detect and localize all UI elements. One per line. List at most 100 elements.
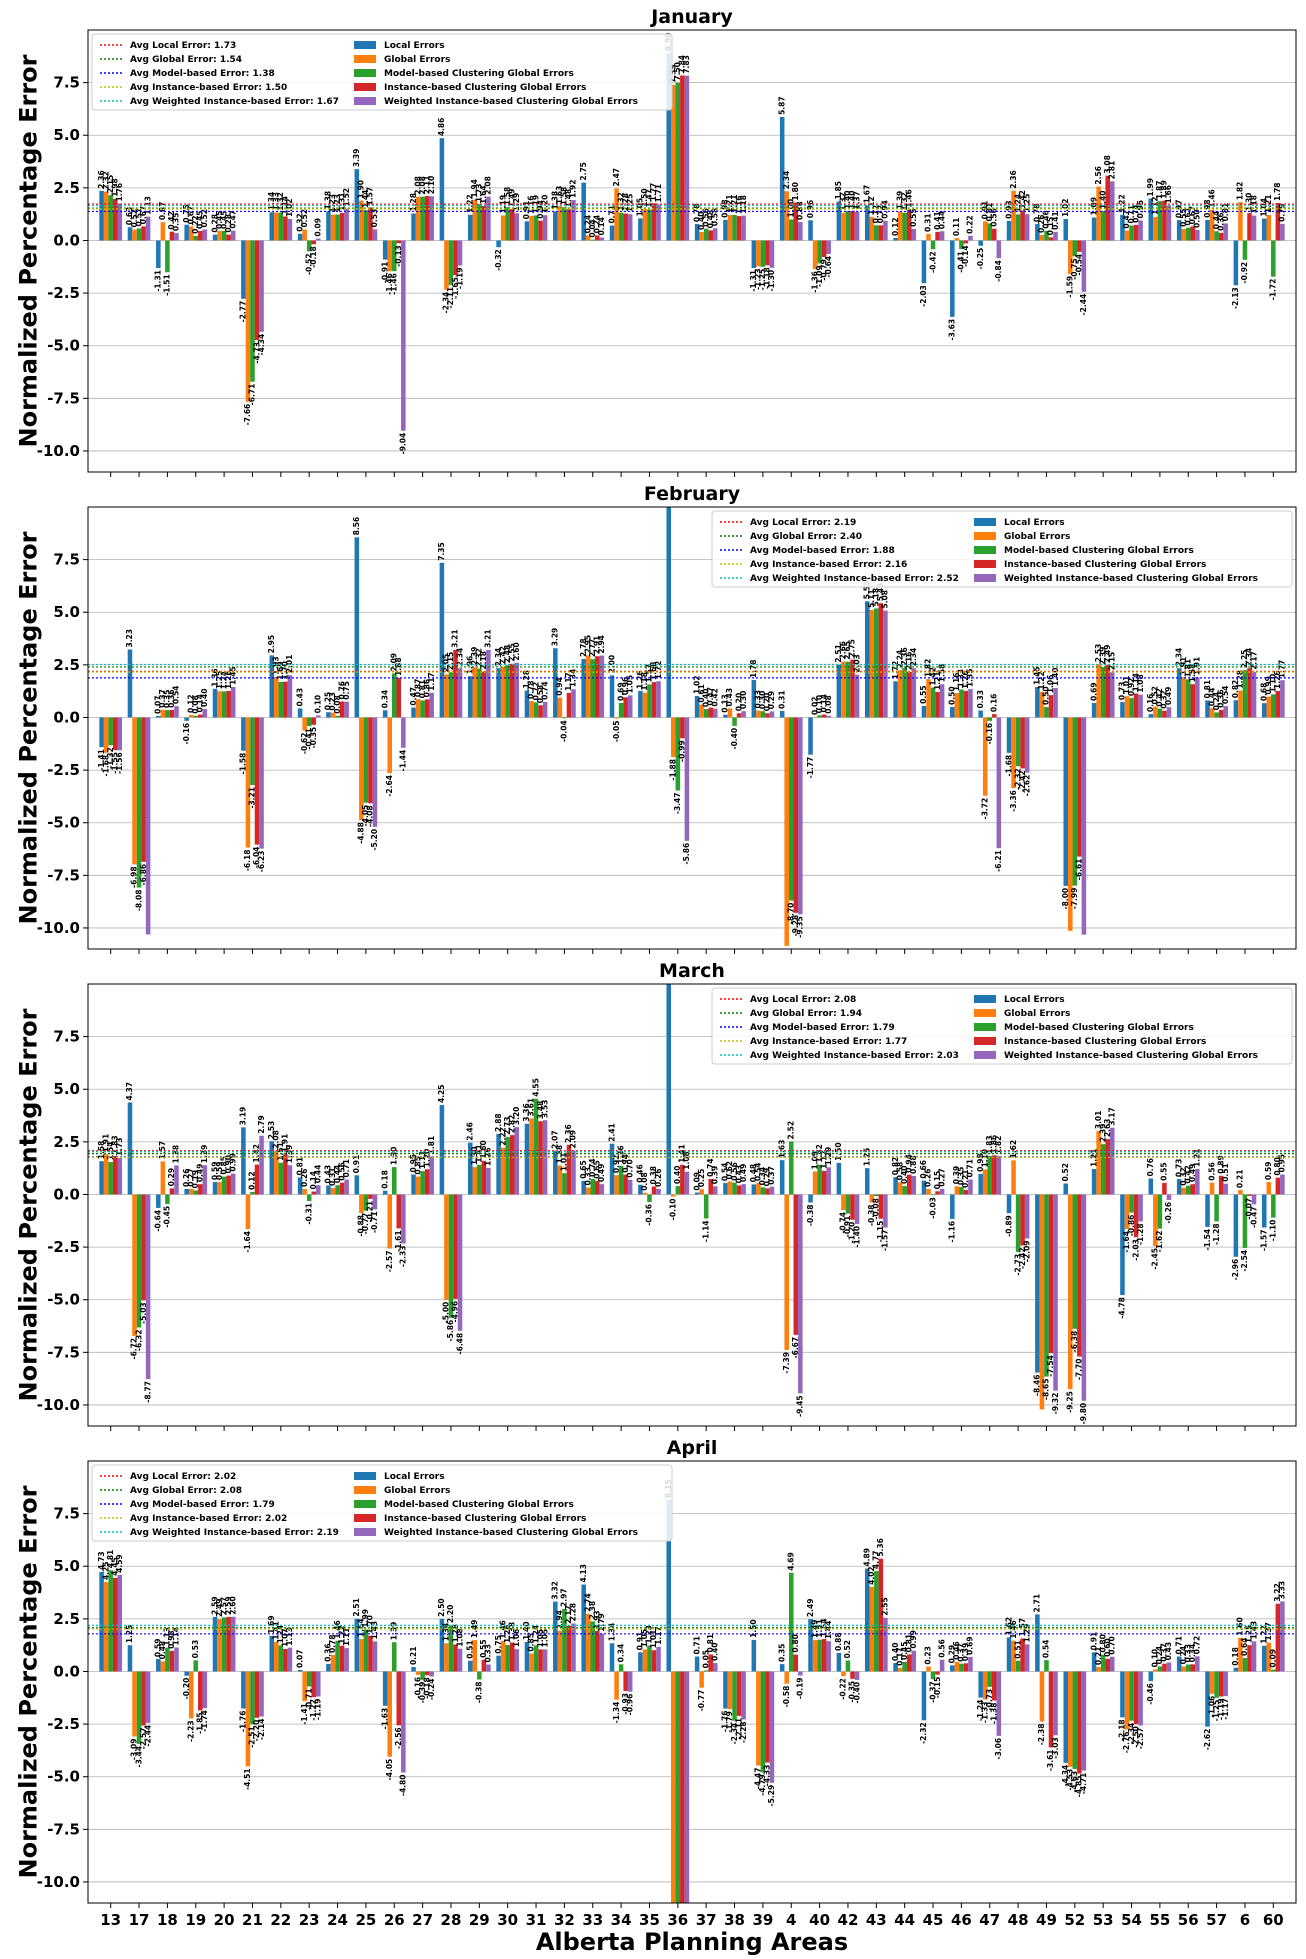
x-tick-label: 26 bbox=[384, 1911, 405, 1929]
bar-value-label: -2.44 bbox=[1079, 294, 1088, 316]
bar bbox=[911, 1650, 917, 1672]
bar-value-label: -4.80 bbox=[399, 1775, 408, 1797]
bar-value-label: 1.51 bbox=[815, 1619, 824, 1638]
bar bbox=[165, 240, 170, 273]
bar bbox=[363, 210, 369, 241]
x-tick-label: 56 bbox=[1178, 1911, 1199, 1929]
bar bbox=[893, 237, 898, 241]
bar-value-label: 1.17 bbox=[427, 672, 436, 691]
x-tick-label: 47 bbox=[979, 1911, 1000, 1929]
bar-value-label: 1.11 bbox=[342, 1628, 351, 1647]
bar-value-label: 2.34 bbox=[1174, 648, 1183, 667]
bar-value-label: -1.17 bbox=[1221, 1698, 1230, 1720]
bar bbox=[136, 228, 142, 241]
bar bbox=[1157, 1666, 1163, 1672]
bar-value-label: 1.37 bbox=[1264, 1622, 1273, 1641]
bar bbox=[1205, 219, 1210, 241]
bar-value-label: 0.71 bbox=[1174, 1636, 1183, 1655]
bar-value-label: 2.15 bbox=[1107, 652, 1116, 671]
bar-value-label: -0.40 bbox=[852, 1682, 861, 1704]
bar bbox=[330, 1187, 336, 1195]
bar-value-label: 0.33 bbox=[754, 690, 763, 709]
y-tick-label: 2.5 bbox=[53, 1610, 80, 1628]
bar-value-label: -4.47 bbox=[754, 1768, 763, 1790]
bar bbox=[1138, 694, 1143, 718]
bar-value-label: 0.78 bbox=[1033, 204, 1042, 223]
bar bbox=[1020, 1194, 1025, 1246]
bar-value-label: 1.92 bbox=[569, 180, 578, 199]
x-tick-label: 55 bbox=[1149, 1911, 1170, 1929]
bar-value-label: -0.77 bbox=[697, 1690, 706, 1712]
bar-value-label: 0.82 bbox=[1231, 680, 1240, 699]
bar-value-label: 0.88 bbox=[796, 201, 805, 220]
bar bbox=[1044, 1660, 1049, 1672]
bar bbox=[184, 1671, 189, 1676]
bar bbox=[344, 208, 349, 241]
bar-value-label: 1.50 bbox=[640, 188, 649, 207]
bar bbox=[1006, 717, 1012, 753]
bar bbox=[241, 1671, 246, 1709]
bar bbox=[250, 240, 255, 382]
bar-value-label: 0.40 bbox=[200, 689, 209, 708]
bar bbox=[1063, 1183, 1069, 1195]
bar-value-label: 0.40 bbox=[900, 1166, 909, 1185]
bar-value-label: 0.93 bbox=[1004, 200, 1013, 219]
bar bbox=[1072, 1671, 1078, 1769]
bar bbox=[156, 240, 161, 269]
bar bbox=[533, 702, 539, 718]
bar bbox=[1024, 717, 1030, 773]
bar bbox=[841, 661, 846, 718]
bar-value-label: 2.66 bbox=[839, 641, 848, 660]
bar-value-label: 0.29 bbox=[948, 1645, 957, 1664]
bar bbox=[127, 227, 133, 241]
y-tick-label: -7.5 bbox=[47, 1820, 80, 1838]
bar bbox=[1181, 228, 1186, 241]
bar bbox=[165, 710, 170, 718]
bar bbox=[978, 1671, 983, 1698]
bar bbox=[992, 228, 997, 241]
bar-value-label: 1.99 bbox=[361, 1609, 370, 1628]
bar bbox=[590, 239, 596, 241]
bar-value-label: 0.10 bbox=[815, 695, 824, 714]
bar bbox=[736, 713, 742, 718]
bar-value-label: -4.63 bbox=[1070, 1771, 1079, 1793]
bar-value-label: 0.73 bbox=[1174, 1159, 1183, 1178]
bar-value-label: 0.19 bbox=[191, 1170, 200, 1189]
bar bbox=[1242, 1194, 1248, 1248]
bar-value-label: 0.81 bbox=[904, 1634, 913, 1653]
bar bbox=[274, 212, 279, 241]
bar-value-label: 2.75 bbox=[848, 639, 857, 658]
bar-value-label: 1.02 bbox=[692, 675, 701, 694]
bar bbox=[769, 1186, 775, 1195]
bar bbox=[1261, 703, 1267, 718]
x-tick-label: 23 bbox=[299, 1911, 320, 1929]
bar bbox=[221, 1176, 227, 1195]
bar bbox=[1280, 680, 1285, 718]
bar-value-label: 2.55 bbox=[507, 643, 516, 662]
bar bbox=[254, 1671, 260, 1718]
bar-value-label: 0.29 bbox=[767, 691, 776, 710]
bar-value-label: -2.57 bbox=[385, 1251, 394, 1273]
bar-value-label: 0.59 bbox=[215, 1162, 224, 1181]
bar bbox=[760, 711, 766, 718]
bar bbox=[411, 213, 416, 241]
bar bbox=[1100, 1144, 1106, 1195]
bar bbox=[174, 1647, 179, 1672]
bar-value-label: 1.69 bbox=[267, 1615, 276, 1634]
bar-value-label: 0.27 bbox=[186, 1168, 195, 1187]
y-tick-label: 2.5 bbox=[53, 179, 80, 197]
bar bbox=[878, 1558, 884, 1672]
bar bbox=[259, 240, 264, 332]
bar-value-label: 1.24 bbox=[531, 1625, 540, 1644]
x-tick-label: 48 bbox=[1008, 1911, 1029, 1929]
y-tick-label: 5.0 bbox=[53, 603, 80, 621]
bar-value-label: 0.58 bbox=[711, 208, 720, 227]
y-axis-title: Normalized Percentage Error bbox=[14, 1485, 42, 1878]
bar-value-label: -1.41 bbox=[97, 749, 106, 771]
bar-value-label: 2.20 bbox=[446, 1605, 455, 1624]
bar bbox=[287, 1647, 293, 1672]
bar-value-label: 4.73 bbox=[97, 1551, 106, 1570]
bar-value-label: -4.53 bbox=[1066, 1769, 1075, 1791]
bar bbox=[1157, 201, 1163, 241]
bar-value-label: 0.72 bbox=[872, 205, 881, 224]
